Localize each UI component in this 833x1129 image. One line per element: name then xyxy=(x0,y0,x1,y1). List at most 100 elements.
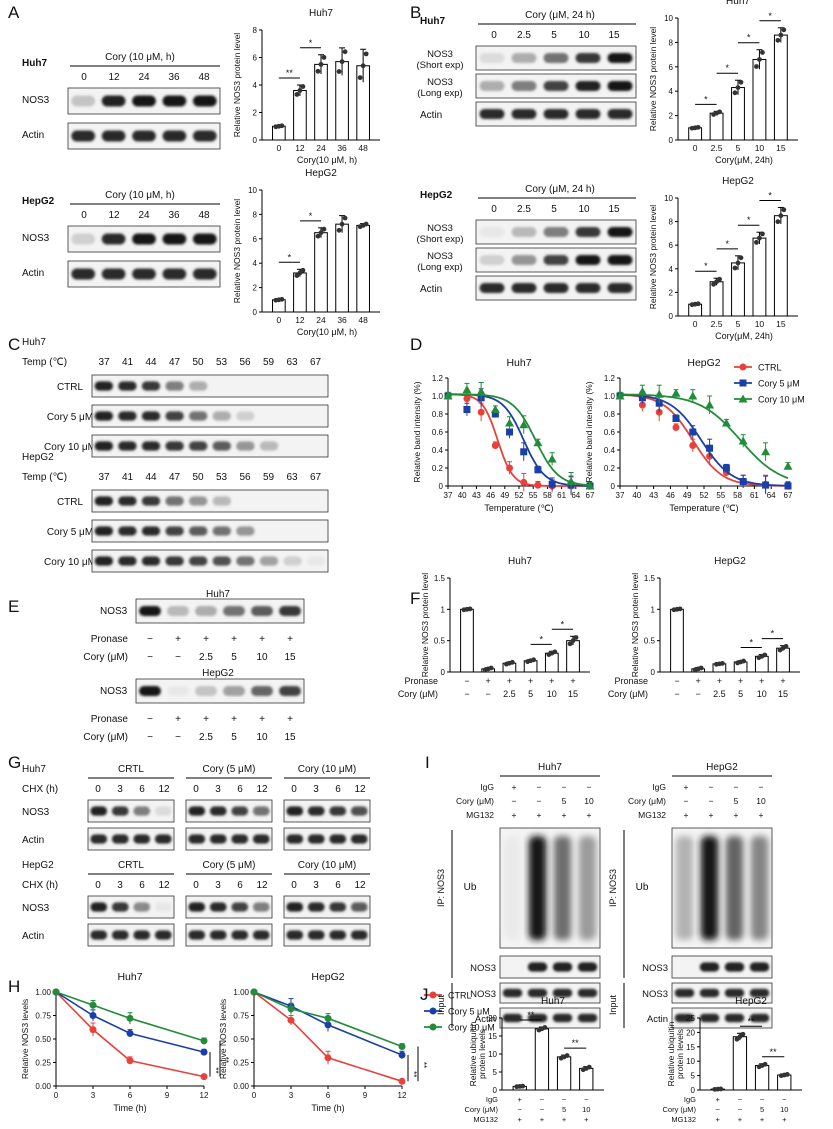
y-tick-label: 1.00 xyxy=(233,988,249,997)
data-point xyxy=(467,606,473,612)
data-point xyxy=(336,227,342,233)
x-tick-label: 67 xyxy=(784,491,793,500)
bar xyxy=(670,608,684,673)
data-point xyxy=(342,49,348,55)
blot-band xyxy=(502,1013,523,1023)
condition-value: − xyxy=(734,782,739,792)
data-point xyxy=(757,235,762,241)
chart-title: HepG2 xyxy=(311,971,344,983)
data-point xyxy=(695,301,701,307)
data-point xyxy=(398,1043,406,1051)
data-point xyxy=(250,988,258,996)
y-tick-label: 0.2 xyxy=(432,464,444,473)
blot-frame xyxy=(499,982,601,1004)
time-label: 3 xyxy=(117,784,123,795)
lane-label: 36 xyxy=(168,72,180,83)
bar xyxy=(556,1056,572,1091)
condition-value: 5 xyxy=(562,796,567,806)
group-label: Cory (10 μM) xyxy=(298,764,357,775)
x-axis-label: Cory(μM, 24h) xyxy=(715,155,773,165)
chart-title: Huh7 xyxy=(726,0,750,7)
fit-curve xyxy=(447,393,590,487)
data-point xyxy=(534,466,542,474)
chx-label: CHX (h) xyxy=(22,880,58,891)
temp-value: 63 xyxy=(286,472,298,483)
time-label: 6 xyxy=(335,880,341,891)
data-point xyxy=(339,59,345,65)
y-tick-label: 0.50 xyxy=(233,1035,249,1044)
x-tick-label: 46 xyxy=(486,491,495,500)
blot-band xyxy=(350,902,368,912)
row-label: NOS3 xyxy=(642,963,668,974)
blot-nos3 xyxy=(67,87,221,115)
blot-band xyxy=(154,930,172,940)
blot-band xyxy=(577,962,598,972)
lane-label: 48 xyxy=(198,72,210,83)
data-point xyxy=(718,1086,724,1092)
row-label: Actin xyxy=(647,1014,668,1025)
input-actin-blot xyxy=(671,1007,773,1029)
row-label: Actin xyxy=(420,110,442,121)
condition-value: + xyxy=(782,1115,787,1124)
row-label: NOS3 xyxy=(427,49,453,60)
blot-frame xyxy=(87,895,175,919)
chx-label: CHX (h) xyxy=(22,784,58,795)
blot-band xyxy=(192,95,217,107)
y-tick-label: 0 xyxy=(611,482,616,491)
data-point xyxy=(781,27,787,33)
x-tick-label: 43 xyxy=(649,491,658,500)
blot-band xyxy=(577,988,598,998)
data-point xyxy=(360,63,366,69)
y-tick-label: 0.8 xyxy=(604,410,616,419)
y-tick-label: 1 xyxy=(441,605,446,614)
bar-chart: 0 0.5 1 1.5 * * Relative NOS3 protein level Huh… xyxy=(420,556,590,677)
blot-band xyxy=(307,806,325,816)
y-tick-label: 5 xyxy=(691,1072,696,1081)
data-point xyxy=(52,988,60,996)
temp-value: 41 xyxy=(122,357,134,368)
blot-band xyxy=(132,233,156,245)
blot-band xyxy=(132,268,156,280)
condition-label: Pronase xyxy=(404,676,438,686)
x-tick-label: 10 xyxy=(755,319,765,329)
series-line xyxy=(55,991,205,1053)
data-point xyxy=(89,1001,97,1009)
y-axis-label: Relative NOS3 protein level xyxy=(630,573,640,678)
condition-label: IgG xyxy=(486,1095,498,1104)
temp-value: 53 xyxy=(216,357,228,368)
x-tick-label: 46 xyxy=(666,491,675,500)
data-point xyxy=(534,481,542,489)
y-axis-label: Relative NOS3 protein level xyxy=(648,27,658,132)
blot-band xyxy=(699,962,720,972)
row-label: Actin xyxy=(22,130,44,141)
blot-frame xyxy=(185,799,273,823)
blot-band xyxy=(101,268,126,280)
condition-value: − xyxy=(518,1105,523,1114)
lane-label: 10 xyxy=(578,204,590,215)
blot-frame xyxy=(87,799,175,823)
data-point xyxy=(706,444,714,452)
bar xyxy=(460,608,474,673)
data-point xyxy=(429,1007,437,1015)
blot-band xyxy=(552,1013,573,1023)
x-tick-label: 64 xyxy=(571,491,580,500)
panel-letter-i: I xyxy=(425,753,430,772)
x-tick-label: 40 xyxy=(458,491,467,500)
row-label: NOS3 xyxy=(470,989,496,1000)
blot-band xyxy=(139,685,161,697)
ub-label: Ub xyxy=(464,882,477,893)
data-point xyxy=(585,481,595,490)
input-nos3-blot xyxy=(671,982,773,1004)
condition-value: − xyxy=(696,689,701,699)
y-tick-label: 6 xyxy=(253,235,258,244)
temp-value: 47 xyxy=(169,357,181,368)
condition-value: 10 xyxy=(582,1105,590,1114)
chx-blot-actin xyxy=(87,827,175,851)
condition-value: 15 xyxy=(284,732,296,743)
blot-frame xyxy=(499,955,601,979)
y-tick-label: 1.2 xyxy=(604,374,616,383)
x-axis-label: Time (h) xyxy=(311,1103,344,1113)
blot-band xyxy=(279,685,301,697)
blot-band xyxy=(575,80,601,92)
